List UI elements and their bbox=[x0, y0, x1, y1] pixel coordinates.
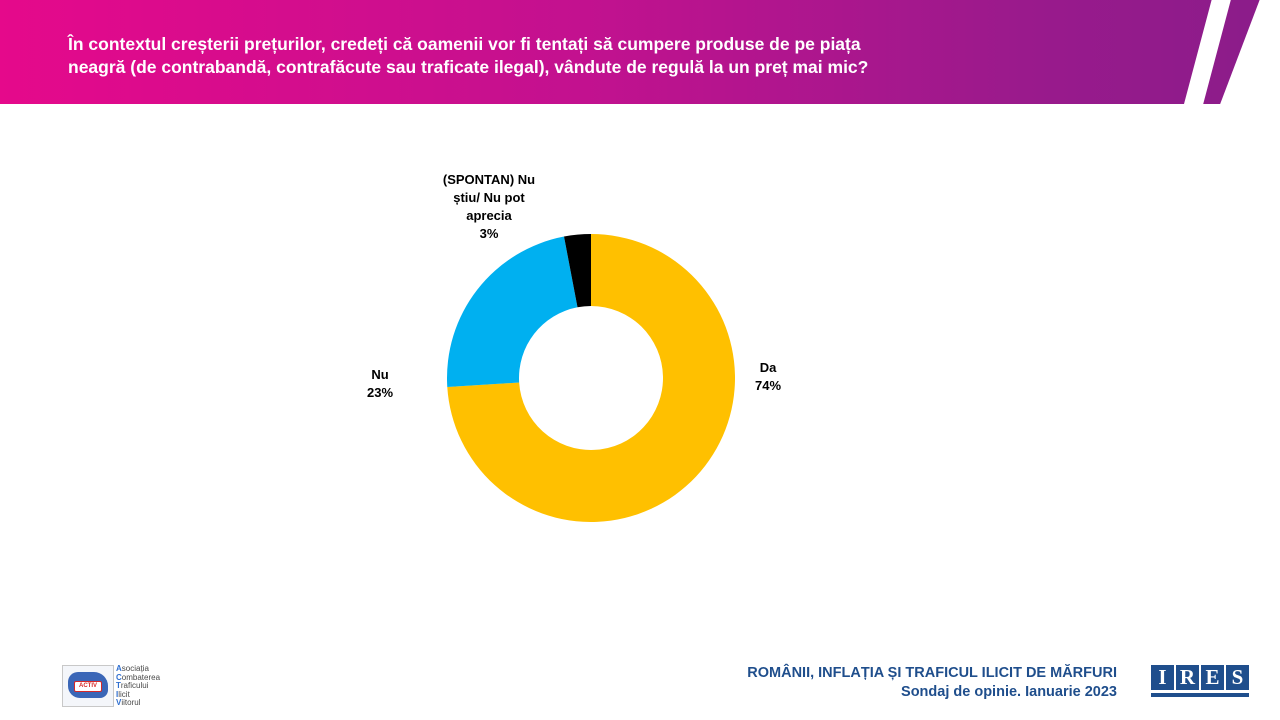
data-label: (SPONTAN) Nu știu/ Nu pot aprecia 3% bbox=[443, 172, 535, 241]
activ-line: Asociația bbox=[116, 664, 149, 673]
ires-logo: I R E S bbox=[1151, 665, 1249, 701]
data-label-line: 23% bbox=[367, 385, 393, 400]
donut-slice bbox=[564, 234, 591, 308]
activ-line: Ilicit bbox=[116, 689, 130, 699]
header-banner: În contextul creșterii prețurilor, crede… bbox=[0, 0, 1280, 104]
activ-logo-text: Asociația Combaterea Traficului Ilicit V… bbox=[116, 664, 161, 708]
activ-logo-emblem: ACTIV bbox=[62, 665, 114, 707]
data-label-line: (SPONTAN) Nu bbox=[443, 172, 535, 187]
activ-line: Viitorul bbox=[116, 698, 141, 707]
data-label-line: 74% bbox=[755, 378, 781, 393]
footer-title-line-2: Sondaj de opinie. Ianuarie 2023 bbox=[901, 684, 1117, 700]
activ-line: Traficului bbox=[116, 681, 149, 690]
data-label-line: aprecia bbox=[466, 208, 512, 223]
activ-logo: ACTIV Asociația Combaterea Traficului Il… bbox=[62, 664, 182, 708]
donut-chart: Da 74% Nu 23% (SPONTAN) Nu știu/ Nu pot apreci… bbox=[367, 172, 781, 522]
survey-question: În contextul creșterii prețurilor, crede… bbox=[68, 33, 1118, 79]
ires-letter: E bbox=[1201, 665, 1224, 690]
donut-slice bbox=[447, 236, 578, 388]
data-label: Da 74% bbox=[755, 360, 781, 393]
activ-line: Combaterea bbox=[116, 672, 161, 682]
ires-letter: R bbox=[1176, 665, 1199, 690]
data-label-line: 3% bbox=[480, 226, 499, 241]
data-label: Nu 23% bbox=[367, 367, 393, 400]
survey-question-line-2: neagră (de contrabandă, contrafăcute sau… bbox=[68, 57, 869, 77]
ires-letter: S bbox=[1226, 665, 1249, 690]
data-label-line: Nu bbox=[371, 367, 388, 382]
data-label-line: Da bbox=[760, 360, 777, 375]
ires-logo-bar bbox=[1151, 693, 1249, 697]
activ-badge: ACTIV bbox=[74, 681, 102, 692]
data-label-line: știu/ Nu pot bbox=[453, 190, 525, 205]
donut-slice bbox=[447, 234, 735, 522]
survey-question-line-1: În contextul creșterii prețurilor, crede… bbox=[68, 34, 861, 54]
ires-letter: I bbox=[1151, 665, 1174, 690]
footer-title: ROMÂNII, INFLAȚIA ȘI TRAFICUL ILICIT DE … bbox=[747, 664, 1117, 702]
donut-chart-area: Da 74% Nu 23% (SPONTAN) Nu știu/ Nu pot apreci… bbox=[0, 104, 1280, 644]
footer-title-line-1: ROMÂNII, INFLAȚIA ȘI TRAFICUL ILICIT DE … bbox=[747, 665, 1117, 681]
